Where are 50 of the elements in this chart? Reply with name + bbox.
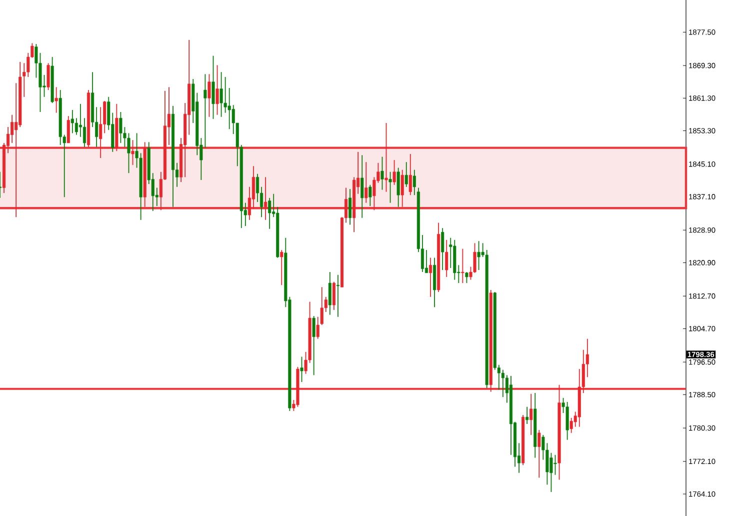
candlestick xyxy=(312,316,316,376)
candlestick xyxy=(473,242,476,274)
candlestick xyxy=(554,454,557,476)
candlestick xyxy=(208,74,211,118)
candlestick xyxy=(501,369,504,398)
candlestick xyxy=(465,272,468,284)
candlestick xyxy=(268,197,272,230)
candlestick xyxy=(224,76,227,114)
candlestick xyxy=(550,452,553,492)
candlestick xyxy=(70,110,74,134)
candlestick xyxy=(566,402,569,440)
candlestick xyxy=(408,153,412,196)
candlestick xyxy=(328,272,332,316)
candlestick xyxy=(526,406,529,424)
candlestick xyxy=(428,257,432,298)
candlestick xyxy=(82,118,86,148)
candlestick xyxy=(336,274,340,318)
candlestick xyxy=(54,86,58,114)
candlestick xyxy=(477,240,480,270)
candlestick xyxy=(461,248,464,284)
candlestick xyxy=(400,169,404,208)
candlestick xyxy=(388,171,392,204)
candlestick xyxy=(264,176,268,220)
candlestick xyxy=(445,239,448,278)
candlestick xyxy=(127,132,130,174)
candlestick xyxy=(368,184,372,207)
candlestick xyxy=(396,167,400,208)
candlestick xyxy=(570,417,573,434)
candlestick xyxy=(119,112,122,144)
candlestick xyxy=(364,162,368,204)
candlestick xyxy=(131,140,134,166)
candlestick xyxy=(74,118,78,136)
candlestick xyxy=(216,64,219,116)
candlestick xyxy=(360,154,364,218)
candlestick xyxy=(404,162,408,188)
candlestick xyxy=(441,228,444,270)
candlestick xyxy=(212,55,215,120)
candlestick xyxy=(384,122,388,192)
candlestick xyxy=(424,250,428,274)
candlestick xyxy=(46,62,50,90)
candlestick xyxy=(530,393,533,436)
candlestick xyxy=(538,430,541,478)
candlestick xyxy=(332,281,336,310)
candlestick xyxy=(66,116,70,144)
candlestick xyxy=(300,356,304,382)
candlestick xyxy=(348,188,352,226)
candlestick xyxy=(220,72,223,118)
candlestick xyxy=(280,250,284,286)
candlestick xyxy=(392,160,396,186)
candlestick xyxy=(380,156,384,190)
